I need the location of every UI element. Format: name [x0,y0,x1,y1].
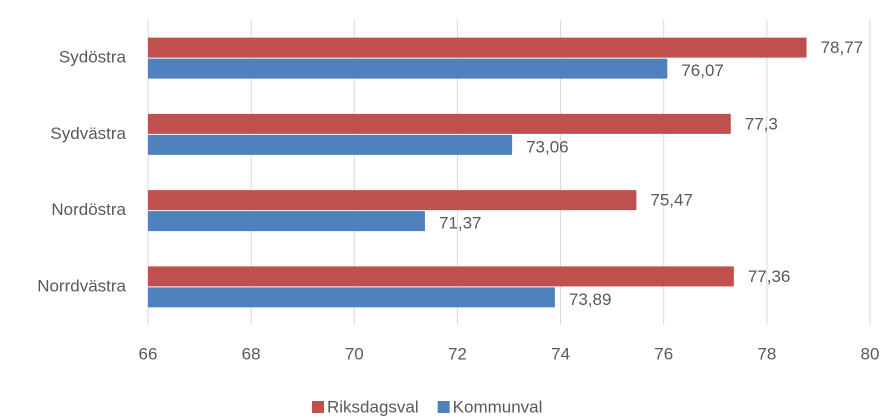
x-tick-label: 68 [242,344,261,363]
bar [148,287,555,308]
y-tick-label: Sydvästra [50,124,126,143]
bar [148,58,668,79]
value-label: 77,3 [745,114,778,133]
value-label: 76,07 [681,61,724,80]
value-label: 71,37 [439,214,482,233]
legend-swatch [312,401,324,413]
x-tick-label: 76 [654,344,673,363]
value-label: 73,06 [526,137,569,156]
x-tick-label: 72 [448,344,467,363]
bar [148,266,734,287]
legend-label: Riksdagsval [327,397,419,416]
value-label: 75,47 [650,191,693,210]
x-tick-label: 66 [139,344,158,363]
bar [148,134,513,155]
bar [148,211,425,232]
x-tick-label: 74 [551,344,570,363]
value-label: 77,36 [748,267,791,286]
bar [148,37,807,58]
bar [148,113,731,134]
legend-label: Kommunval [453,397,543,416]
y-tick-label: Norrdvästra [37,276,126,295]
value-label: 73,89 [569,290,612,309]
x-tick-label: 70 [345,344,364,363]
y-tick-label: Nordöstra [51,200,126,219]
legend-swatch [437,401,450,413]
y-tick-label: Sydöstra [59,48,127,67]
x-tick-label: 78 [757,344,776,363]
value-label: 78,77 [821,38,864,57]
x-tick-label: 80 [861,344,880,363]
bar [148,190,637,211]
